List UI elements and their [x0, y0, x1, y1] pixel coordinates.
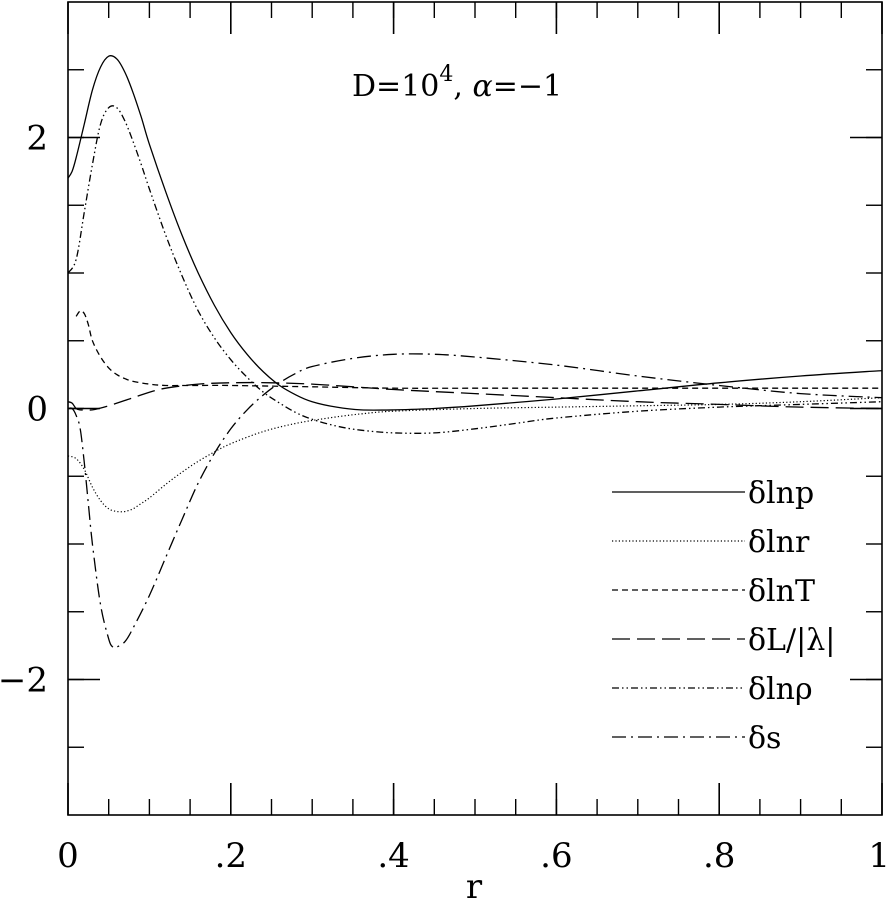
series-line-5 [67, 353, 883, 649]
annotation-base: D=10 [352, 69, 439, 104]
labels-layer: 0 .2 .4 .6 .8 1 2 0 −2 [0, 119, 890, 877]
x-tick-label: .2 [215, 836, 247, 876]
x-tick-label: 0 [57, 836, 79, 876]
x-tick-label: .4 [377, 836, 409, 876]
y-tick-label: −2 [0, 661, 48, 701]
series-layer [67, 55, 883, 649]
x-tick-label: .8 [703, 836, 735, 876]
series-line-2 [75, 310, 882, 389]
annotation-separator: , [453, 69, 472, 104]
legend-label-2: δlnT [748, 574, 815, 609]
y-tick-label: 0 [26, 390, 48, 430]
series-line-0 [67, 55, 883, 411]
series-line-4 [67, 105, 883, 434]
x-tick-label: 1 [868, 836, 890, 876]
plot-frame [67, 1, 883, 816]
annotation-exponent: 4 [439, 62, 453, 87]
legend-label-4: δlnρ [748, 672, 813, 707]
legend-label-0: δlnp [748, 476, 814, 511]
legend-label-1: δlnr [748, 525, 810, 560]
annotation-label: D=104, α=−1 [352, 62, 562, 104]
x-tick-label: .6 [540, 836, 572, 876]
x-axis-title: r [466, 867, 483, 903]
annotation-alpha: α [472, 69, 492, 104]
legend-label-3: δL/|λ| [748, 623, 835, 658]
legend-label-5: δs [748, 721, 781, 756]
y-tick-label: 2 [26, 119, 48, 159]
annotation-value: =−1 [493, 69, 562, 104]
series-line-3 [67, 381, 883, 411]
series-line-1 [67, 397, 883, 513]
legend: δlnp δlnr δlnT δL/|λ| δlnρ δs [612, 476, 835, 756]
